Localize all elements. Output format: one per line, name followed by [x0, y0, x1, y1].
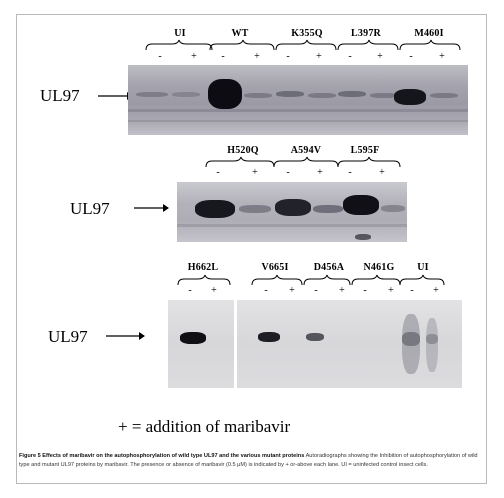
lane-sign: -: [188, 285, 192, 296]
group-label-ui: UI: [174, 28, 186, 39]
lane-sign: -: [221, 51, 225, 62]
row-label-ul97: UL97: [48, 327, 88, 346]
lane-sign: -: [314, 285, 318, 296]
arrow-icon: [134, 204, 169, 212]
lane-sign: -: [286, 167, 290, 178]
group-label-d456a: D456A: [313, 262, 345, 273]
group-label-a594v: A594V: [290, 145, 322, 156]
group-label-h520q: H520Q: [227, 145, 259, 156]
lane-sign: -: [410, 285, 414, 296]
figure-caption: Figure 5 Effects of maribavir on the aut…: [19, 452, 483, 469]
lane-sign: +: [317, 167, 323, 178]
lane-sign: +: [388, 285, 394, 296]
lane-sign: -: [264, 285, 268, 296]
lane-sign: +: [254, 51, 260, 62]
lane-sign: +: [316, 51, 322, 62]
arrow-icon: [106, 332, 145, 340]
lane-sign: +: [379, 167, 385, 178]
lane-sign: -: [348, 167, 352, 178]
lane-sign: -: [409, 51, 413, 62]
group-label-l595f: L595F: [350, 145, 380, 156]
group-braces: [205, 156, 401, 168]
lane-sign: +: [191, 51, 197, 62]
lane-sign: +: [211, 285, 217, 296]
group-label-l397r: L397R: [351, 28, 381, 39]
lane-sign: -: [348, 51, 352, 62]
lane-sign: -: [158, 51, 162, 62]
group-label-h662l: H662L: [187, 262, 219, 273]
blot-panel-2: [177, 182, 407, 242]
figure-legend: + = addition of maribavir: [118, 417, 291, 436]
row-label-ul97: UL97: [70, 199, 110, 218]
blot-panel-3: [168, 300, 462, 388]
lane-sign: -: [363, 285, 367, 296]
row-label-ul97: UL97: [40, 86, 80, 105]
lane-sign: +: [439, 51, 445, 62]
lane-sign: -: [216, 167, 220, 178]
lane-sign: +: [289, 285, 295, 296]
lane-sign: +: [252, 167, 258, 178]
group-label-wt: WT: [231, 28, 249, 39]
group-label-k355q: K355Q: [291, 28, 323, 39]
caption-title: Figure 5 Effects of maribavir on the aut…: [19, 453, 305, 459]
lane-sign: +: [433, 285, 439, 296]
lane-sign: -: [286, 51, 290, 62]
lane-sign: +: [339, 285, 345, 296]
group-label-v665i: V665I: [261, 262, 289, 273]
group-label-n461g: N461G: [363, 262, 395, 273]
group-label-m460i: M460I: [414, 28, 444, 39]
group-braces: [177, 274, 445, 286]
blot-panel-1: [128, 65, 468, 135]
group-braces: [145, 39, 461, 51]
caption-body: Autoradiographs showing the Inhibition o…: [19, 453, 478, 468]
lane-sign: +: [377, 51, 383, 62]
group-label-ui: UI: [417, 262, 429, 273]
